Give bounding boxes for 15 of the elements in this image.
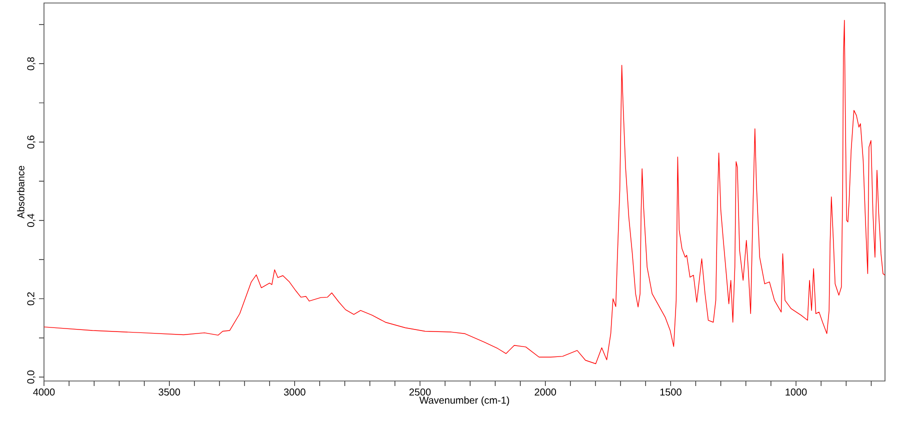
x-axis-title: Wavenumber (cm-1): [419, 396, 510, 406]
y-tick-label: 0,4: [27, 214, 36, 227]
x-tick-label: 4000: [33, 388, 55, 396]
x-tick-label: 1500: [660, 388, 682, 396]
y-axis-title: Absorbance: [17, 166, 24, 219]
x-tick-label: 1000: [786, 388, 807, 396]
y-tick-label: 0,6: [27, 136, 36, 149]
x-tick-label: 3500: [158, 388, 180, 396]
x-tick-label: 2500: [409, 388, 431, 396]
x-tick-label: 2000: [534, 388, 556, 396]
y-tick-label: 0,8: [27, 57, 36, 70]
y-tick-label: 0,0: [27, 370, 36, 384]
line-series: [44, 20, 886, 364]
x-tick-label: 3000: [284, 388, 306, 396]
y-tick-label: 0,2: [27, 292, 36, 306]
